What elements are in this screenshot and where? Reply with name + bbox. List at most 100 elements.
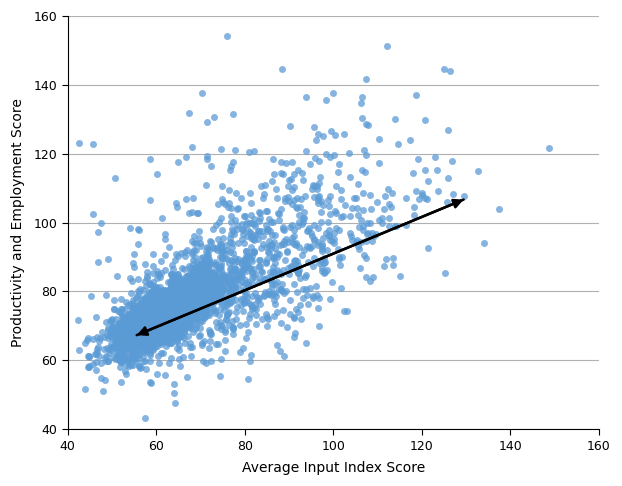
Point	[363, 121, 373, 129]
Point	[265, 277, 275, 284]
Point	[494, 206, 504, 213]
Point	[185, 339, 195, 347]
Point	[317, 247, 327, 255]
Point	[160, 337, 170, 345]
Point	[197, 278, 207, 286]
Point	[132, 322, 142, 330]
Point	[129, 324, 139, 332]
Point	[231, 315, 241, 323]
Point	[239, 257, 249, 264]
Point	[158, 311, 168, 318]
Point	[74, 346, 84, 354]
Point	[424, 177, 434, 185]
Point	[162, 292, 172, 299]
Point	[149, 320, 159, 328]
Point	[146, 316, 156, 324]
Point	[165, 296, 175, 304]
Point	[139, 315, 149, 323]
Point	[346, 232, 356, 240]
Point	[242, 294, 252, 301]
Point	[313, 130, 323, 138]
Point	[216, 248, 226, 256]
Point	[183, 278, 193, 286]
Point	[168, 299, 178, 307]
Point	[187, 288, 197, 295]
Point	[150, 302, 160, 310]
Point	[211, 340, 221, 347]
Point	[167, 294, 177, 302]
Point	[265, 227, 275, 235]
Point	[187, 250, 197, 258]
Point	[190, 290, 200, 297]
Point	[243, 252, 253, 260]
Point	[193, 296, 203, 304]
Point	[200, 311, 210, 318]
Point	[186, 296, 196, 304]
Point	[417, 191, 427, 199]
Point	[88, 335, 98, 343]
Point	[203, 286, 213, 294]
Point	[253, 235, 262, 243]
Point	[184, 109, 194, 117]
Point	[107, 334, 117, 342]
Point	[167, 305, 177, 313]
Point	[208, 295, 218, 302]
Point	[386, 203, 396, 211]
Point	[149, 282, 159, 290]
Point	[167, 309, 177, 317]
Point	[170, 283, 180, 291]
Point	[246, 234, 256, 242]
Point	[333, 245, 343, 253]
Point	[138, 318, 148, 326]
Point	[258, 194, 268, 202]
Point	[181, 292, 191, 300]
Point	[165, 289, 175, 296]
Point	[134, 339, 144, 347]
Point	[171, 293, 181, 300]
Point	[156, 321, 166, 329]
Point	[135, 306, 145, 313]
Point	[152, 299, 162, 307]
Point	[175, 299, 185, 307]
Point	[128, 330, 137, 337]
Point	[161, 310, 171, 317]
Point	[160, 266, 170, 274]
Point	[148, 308, 158, 316]
Point	[119, 328, 129, 336]
Point	[448, 190, 458, 198]
Point	[270, 289, 280, 296]
Point	[216, 242, 226, 250]
Point	[121, 342, 131, 350]
Point	[241, 334, 251, 342]
Point	[338, 130, 348, 138]
Point	[177, 306, 187, 313]
Point	[146, 308, 156, 316]
Point	[169, 319, 179, 327]
Point	[164, 319, 174, 327]
Point	[293, 261, 303, 269]
Point	[143, 317, 153, 325]
Point	[248, 235, 258, 243]
Point	[182, 311, 192, 319]
Point	[225, 167, 235, 174]
Point	[207, 270, 216, 278]
Point	[141, 295, 151, 302]
Point	[207, 270, 217, 278]
Point	[165, 317, 175, 325]
Point	[246, 255, 256, 263]
Point	[208, 225, 218, 233]
Point	[145, 326, 155, 333]
Point	[165, 315, 175, 323]
Point	[329, 151, 339, 159]
Point	[328, 89, 338, 97]
Point	[307, 229, 317, 237]
Point	[355, 264, 365, 272]
Point	[175, 300, 185, 308]
Point	[165, 301, 175, 309]
Point	[216, 259, 226, 267]
Point	[254, 218, 264, 226]
Point	[358, 189, 368, 196]
Point	[156, 331, 166, 339]
Point	[153, 306, 163, 314]
Point	[139, 337, 149, 345]
